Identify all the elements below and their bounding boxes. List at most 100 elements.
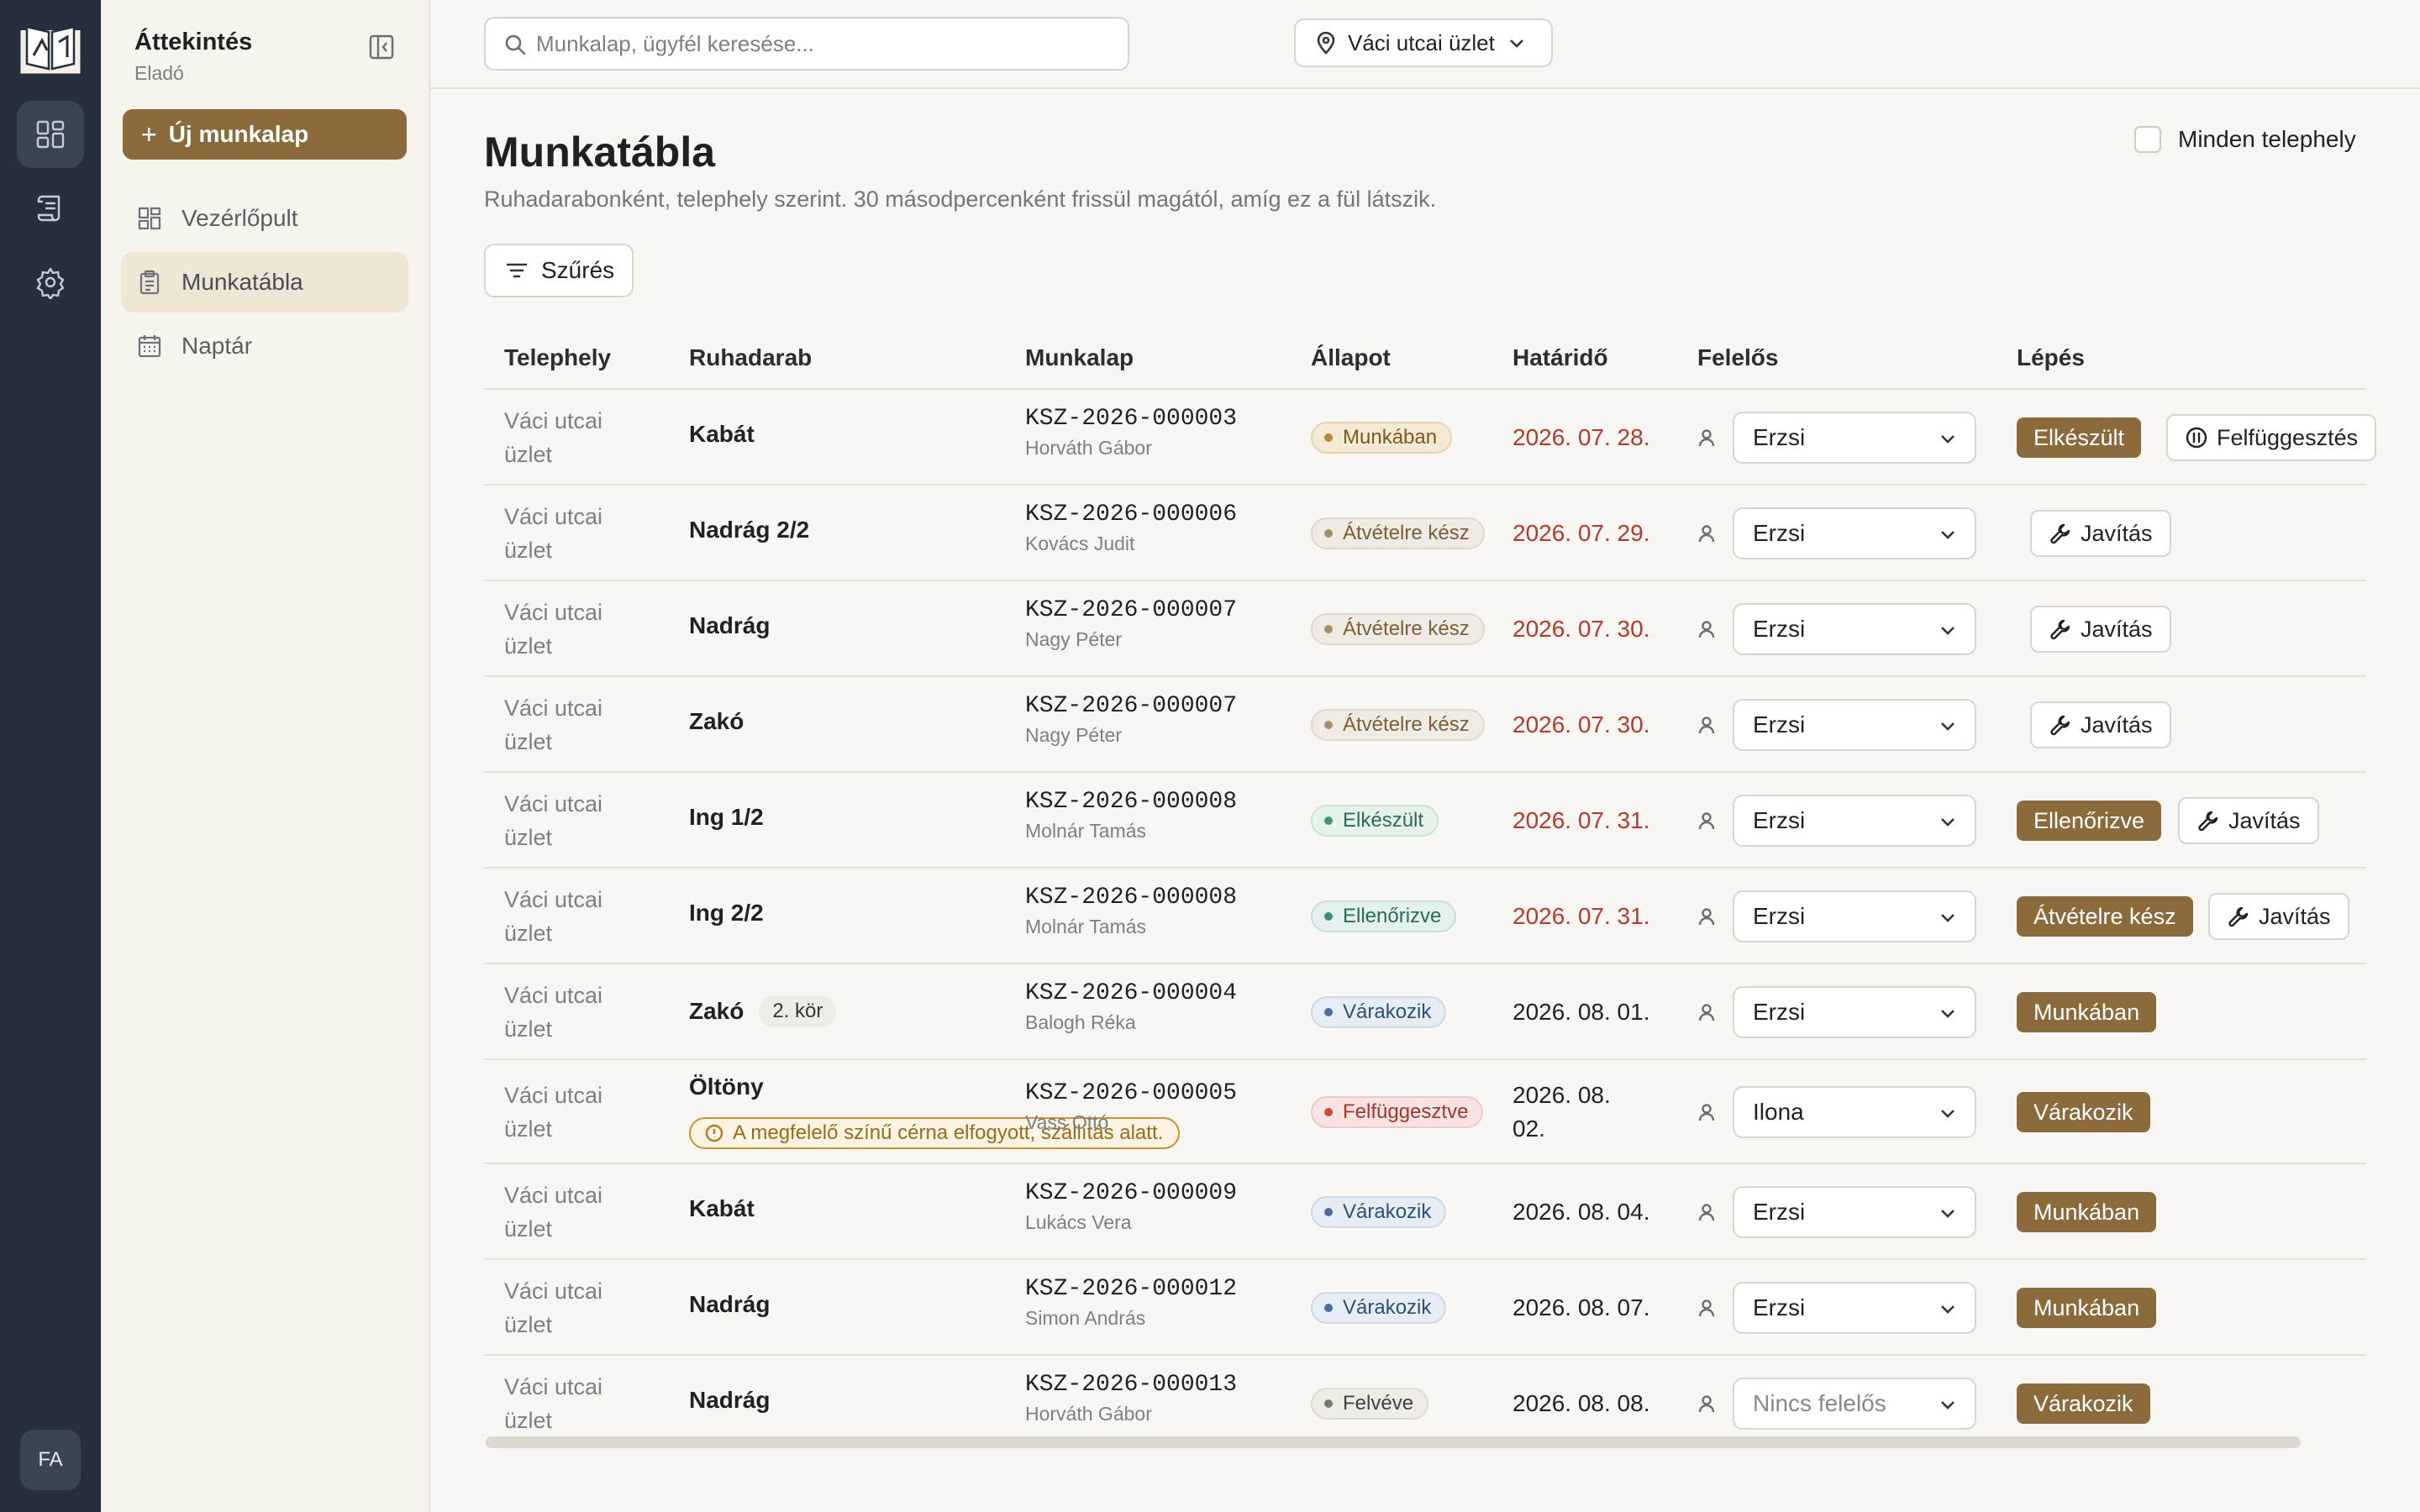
sidebar-item-calendar[interactable]: Naptár xyxy=(121,316,408,376)
table-row[interactable]: Váci utcai üzlet Zakó 2. kör KSZ-2026-00000… xyxy=(484,964,2366,1060)
worksheet-cell[interactable]: KSZ-2026-000008 Molnár Tamás xyxy=(1025,885,1237,938)
step-button[interactable]: Elkészült xyxy=(2017,417,2142,458)
worksheet-cell[interactable]: KSZ-2026-000006 Kovács Judit xyxy=(1025,501,1237,555)
worksheet-code[interactable]: KSZ-2026-000012 xyxy=(1025,1276,1238,1302)
table-row[interactable]: Váci utcai üzlet Nadrág KSZ-2026-000007 Nag… xyxy=(484,581,2366,677)
owner-select[interactable]: Ilona xyxy=(1733,1086,1976,1138)
filter-button[interactable]: Szűrés xyxy=(484,244,634,297)
step-button[interactable]: Munkában xyxy=(2017,1192,2157,1232)
step-button[interactable]: Várakozik xyxy=(2017,1092,2150,1132)
step-button[interactable]: Munkában xyxy=(2017,1288,2157,1328)
avatar[interactable]: FA xyxy=(20,1430,81,1490)
table-row[interactable]: Váci utcai üzlet Nadrág KSZ-2026-000013 Hor… xyxy=(484,1356,2366,1452)
repair-button[interactable]: Javítás xyxy=(2030,510,2171,557)
deadline-cell: 2026. 08. 04. xyxy=(1512,1199,1650,1225)
sidebar-item-worktable[interactable]: Munkatábla xyxy=(121,252,408,312)
horizontal-scrollbar[interactable] xyxy=(486,1436,2301,1448)
table-header: Telephely Ruhadarab Munkalap Állapot Hat… xyxy=(484,333,2366,390)
new-worksheet-button[interactable]: + Új munkalap xyxy=(123,109,407,160)
worksheet-cell[interactable]: KSZ-2026-000008 Molnár Tamás xyxy=(1025,789,1237,843)
owner-select[interactable]: Erzsi xyxy=(1733,986,1976,1038)
repair-button[interactable]: Javítás xyxy=(2030,606,2171,653)
repair-button[interactable]: Javítás xyxy=(2178,797,2319,844)
table-row[interactable]: Váci utcai üzlet Öltöny A megfelelő színű … xyxy=(484,1060,2366,1164)
worksheet-cell[interactable]: KSZ-2026-000007 Nagy Péter xyxy=(1025,693,1237,747)
owner-value: Ilona xyxy=(1753,1099,1804,1125)
owner-select[interactable]: Nincs felelős xyxy=(1733,1378,1976,1430)
page-title: Munkatábla xyxy=(484,129,716,176)
garment-name: Ing 1/2 xyxy=(689,804,764,830)
worksheet-code[interactable]: KSZ-2026-000007 xyxy=(1025,693,1238,719)
status-dot xyxy=(1324,721,1333,729)
worksheet-code[interactable]: KSZ-2026-000008 xyxy=(1025,885,1238,911)
column-header-site[interactable]: Telephely xyxy=(504,344,612,370)
site-cell: Váci utcai üzlet xyxy=(504,791,603,850)
worktable: Telephely Ruhadarab Munkalap Állapot Hat… xyxy=(484,333,2377,1452)
worksheet-code[interactable]: KSZ-2026-000008 xyxy=(1025,789,1238,815)
owner-value: Erzsi xyxy=(1753,711,1806,738)
table-row[interactable]: Váci utcai üzlet Kabát KSZ-2026-000009 Luká… xyxy=(484,1164,2366,1260)
worksheet-code[interactable]: KSZ-2026-000005 xyxy=(1025,1080,1238,1106)
worksheet-code[interactable]: KSZ-2026-000003 xyxy=(1025,406,1238,432)
step-button[interactable]: Ellenőrizve xyxy=(2017,801,2162,841)
owner-select[interactable]: Erzsi xyxy=(1733,412,1976,464)
owner-select[interactable]: Erzsi xyxy=(1733,1282,1976,1334)
search-input[interactable] xyxy=(536,30,1128,57)
column-header-worksheet[interactable]: Munkalap xyxy=(1025,344,1134,370)
status-badge: Várakozik xyxy=(1311,996,1447,1028)
sidebar-collapse-button[interactable] xyxy=(366,32,397,62)
table-row[interactable]: Váci utcai üzlet Ing 1/2 KSZ-2026-000008 Mo… xyxy=(484,773,2366,869)
worksheet-cell[interactable]: KSZ-2026-000012 Simon András xyxy=(1025,1276,1237,1330)
worksheet-cell[interactable]: KSZ-2026-000005 Vass Ottó xyxy=(1025,1080,1237,1134)
worksheet-code[interactable]: KSZ-2026-000007 xyxy=(1025,597,1238,623)
owner-select[interactable]: Erzsi xyxy=(1733,507,1976,559)
repair-button[interactable]: Javítás xyxy=(2030,701,2171,748)
round-badge: 2. kör xyxy=(759,995,837,1027)
worksheet-code[interactable]: KSZ-2026-000013 xyxy=(1025,1372,1238,1398)
search-box[interactable] xyxy=(484,17,1129,71)
repair-button[interactable]: Javítás xyxy=(2208,893,2349,940)
worksheet-cell[interactable]: KSZ-2026-000009 Lukács Vera xyxy=(1025,1180,1237,1234)
suspend-button[interactable]: Felfüggesztés xyxy=(2166,414,2377,461)
column-header-garment[interactable]: Ruhadarab xyxy=(689,344,813,370)
column-header-owner[interactable]: Felelős xyxy=(1697,344,1779,370)
worksheet-cell[interactable]: KSZ-2026-000007 Nagy Péter xyxy=(1025,597,1237,651)
owner-select[interactable]: Erzsi xyxy=(1733,1186,1976,1238)
worksheet-cell[interactable]: KSZ-2026-000013 Horváth Gábor xyxy=(1025,1372,1237,1425)
all-sites-label: Minden telephely xyxy=(2178,126,2356,152)
table-row[interactable]: Váci utcai üzlet Zakó KSZ-2026-000007 Nagy … xyxy=(484,677,2366,773)
calendar-icon xyxy=(138,335,161,358)
all-sites-toggle[interactable]: Minden telephely xyxy=(2134,126,2356,153)
customer-name: Balogh Réka xyxy=(1025,1011,1136,1033)
table-row[interactable]: Váci utcai üzlet Nadrág 2/2 KSZ-2026-00000… xyxy=(484,486,2366,581)
worksheet-cell[interactable]: KSZ-2026-000004 Balogh Réka xyxy=(1025,980,1237,1034)
step-button[interactable]: Átvételre kész xyxy=(2017,896,2193,937)
step-button[interactable]: Munkában xyxy=(2017,992,2157,1032)
sidebar-item-dashboard[interactable]: Vezérlőpult xyxy=(121,188,408,249)
rail-settings-button[interactable] xyxy=(17,249,84,316)
owner-select[interactable]: Erzsi xyxy=(1733,795,1976,847)
rail-dashboard-button[interactable] xyxy=(17,101,84,168)
worksheet-code[interactable]: KSZ-2026-000006 xyxy=(1025,501,1238,528)
owner-select[interactable]: Erzsi xyxy=(1733,699,1976,751)
table-row[interactable]: Váci utcai üzlet Nadrág KSZ-2026-000012 Sim… xyxy=(484,1260,2366,1356)
site-cell: Váci utcai üzlet xyxy=(504,887,603,946)
step-label: Munkában xyxy=(2033,1199,2140,1225)
sidebar-item-label: Vezérlőpult xyxy=(182,205,298,231)
step-button[interactable]: Várakozik xyxy=(2017,1383,2150,1424)
column-header-status[interactable]: Állapot xyxy=(1311,344,1391,370)
owner-select[interactable]: Erzsi xyxy=(1733,603,1976,655)
worksheet-code[interactable]: KSZ-2026-000009 xyxy=(1025,1180,1238,1206)
owner-select[interactable]: Erzsi xyxy=(1733,890,1976,942)
all-sites-checkbox[interactable] xyxy=(2134,126,2161,153)
worksheet-code[interactable]: KSZ-2026-000004 xyxy=(1025,980,1238,1006)
location-select[interactable]: Váci utcai üzlet xyxy=(1294,18,1553,67)
worksheet-cell[interactable]: KSZ-2026-000003 Horváth Gábor xyxy=(1025,406,1237,459)
app-logo[interactable] xyxy=(18,22,82,77)
column-header-step[interactable]: Lépés xyxy=(2017,344,2085,370)
pause-icon xyxy=(2185,426,2217,449)
column-header-deadline[interactable]: Határidő xyxy=(1512,344,1608,370)
rail-scroll-button[interactable] xyxy=(17,175,84,242)
table-row[interactable]: Váci utcai üzlet Kabát KSZ-2026-000003 Horv… xyxy=(484,390,2377,486)
table-row[interactable]: Váci utcai üzlet Ing 2/2 KSZ-2026-000008 Mo… xyxy=(484,869,2366,964)
